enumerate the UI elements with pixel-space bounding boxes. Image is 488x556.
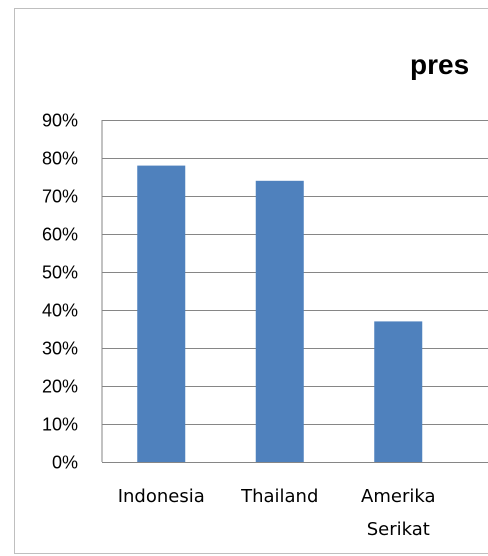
y-tick-label: 80% bbox=[42, 149, 78, 169]
bar-thailand bbox=[255, 180, 304, 463]
x-category-label: Amerika bbox=[361, 486, 435, 507]
y-axis-tick-labels: 0% 10% 20% 30% 40% 50% 60% 70% 80% 90% bbox=[42, 111, 78, 473]
bar-amerika-serikat bbox=[374, 321, 423, 462]
x-category-label: Indonesia bbox=[118, 486, 205, 507]
bar-indonesia bbox=[137, 165, 186, 462]
y-tick-label: 60% bbox=[42, 225, 78, 245]
y-tick-label: 10% bbox=[42, 415, 78, 435]
bars bbox=[137, 165, 423, 463]
x-axis-category-labels: IndonesiaThailandAmerikaSerikatP bbox=[118, 486, 436, 540]
x-category-label: Serikat bbox=[367, 519, 430, 540]
y-tick-label: 70% bbox=[42, 187, 78, 207]
y-tick-label: 30% bbox=[42, 339, 78, 359]
y-tick-label: 50% bbox=[42, 263, 78, 283]
y-tick-label: 20% bbox=[42, 377, 78, 397]
y-tick-label: 90% bbox=[42, 111, 78, 131]
y-tick-label: 40% bbox=[42, 301, 78, 321]
x-category-label: Thailand bbox=[240, 486, 318, 507]
chart-title: pres bbox=[410, 49, 469, 80]
y-tick-label: 0% bbox=[52, 453, 78, 473]
